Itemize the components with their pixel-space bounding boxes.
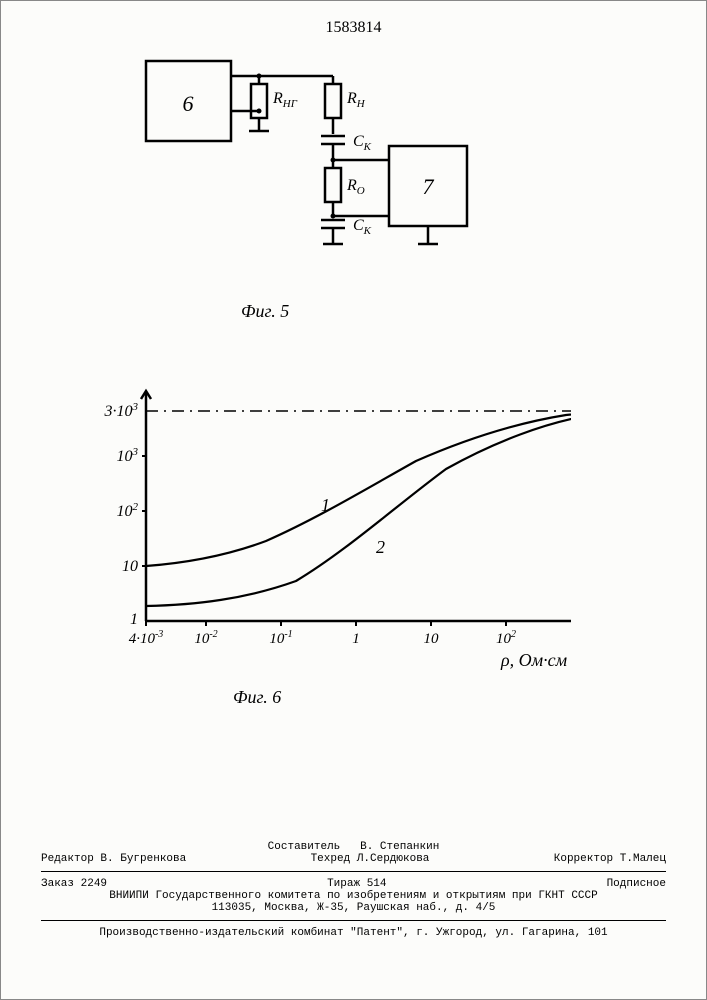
y-tick: 1 — [130, 611, 138, 628]
c-k1-label: CК — [353, 133, 372, 153]
r-n-label: RН — [346, 90, 366, 110]
order-num: 2249 — [81, 878, 107, 890]
x-tick: 102 — [496, 629, 516, 647]
editor-name: В. Бугренкова — [100, 853, 186, 865]
figure-6-chart: 1 10 102 103 3·103 4·10-3 10-2 10-1 1 10 — [91, 371, 571, 701]
x-axis-label: ρ, Ом·см — [500, 650, 568, 670]
compiler-name: В. Степанкин — [360, 841, 439, 853]
techred-label: Техред — [311, 853, 351, 865]
y-tick: 10 — [122, 558, 138, 575]
x-tick: 10 — [424, 631, 440, 647]
x-tick: 10-1 — [269, 629, 292, 647]
editor-label: Редактор — [41, 853, 94, 865]
x-tick: 1 — [352, 631, 360, 647]
print-run-num: 514 — [367, 878, 387, 890]
r-ng-label: RНГ — [272, 90, 298, 110]
r-o-label: RО — [346, 177, 365, 197]
x-tick: 10-2 — [194, 629, 217, 647]
print-run-label: Тираж — [327, 878, 360, 890]
y-tick: 3·103 — [104, 401, 139, 420]
printer-line: Производственно-издательский комбинат "П… — [41, 927, 666, 939]
corrector-label: Корректор — [554, 853, 613, 865]
resistor-r-n — [325, 84, 341, 118]
x-tick: 4·10-3 — [129, 629, 164, 647]
org-line-2: 113035, Москва, Ж-35, Раушская наб., д. … — [41, 902, 666, 914]
resistor-r-o — [325, 168, 341, 202]
org-line-1: ВНИИПИ Государственного комитета по изоб… — [41, 890, 666, 902]
subscription: Подписное — [607, 878, 666, 890]
fig5-caption: Фиг. 5 — [241, 301, 289, 322]
compiler-label: Составитель — [268, 841, 341, 853]
curve-1 — [146, 411, 571, 566]
box-7-label: 7 — [423, 174, 435, 199]
c-k2-label: CК — [353, 217, 372, 237]
order-label: Заказ — [41, 878, 74, 890]
techred-name: Л.Сердюкова — [357, 853, 430, 865]
curve-2 — [146, 411, 571, 606]
patent-number: 1583814 — [1, 19, 706, 37]
curve-2-label: 2 — [376, 537, 385, 557]
fig6-caption: Фиг. 6 — [233, 687, 281, 708]
curve-1-label: 1 — [321, 495, 330, 515]
box-6-label: 6 — [183, 91, 194, 116]
y-tick: 103 — [117, 446, 139, 465]
corrector-name: Т.Малец — [620, 853, 666, 865]
y-tick: 102 — [117, 501, 139, 520]
figure-5-circuit: 6 RНГ RН CК — [141, 56, 471, 311]
footer-block: Составитель В. Степанкин Редактор В. Буг… — [1, 841, 706, 999]
